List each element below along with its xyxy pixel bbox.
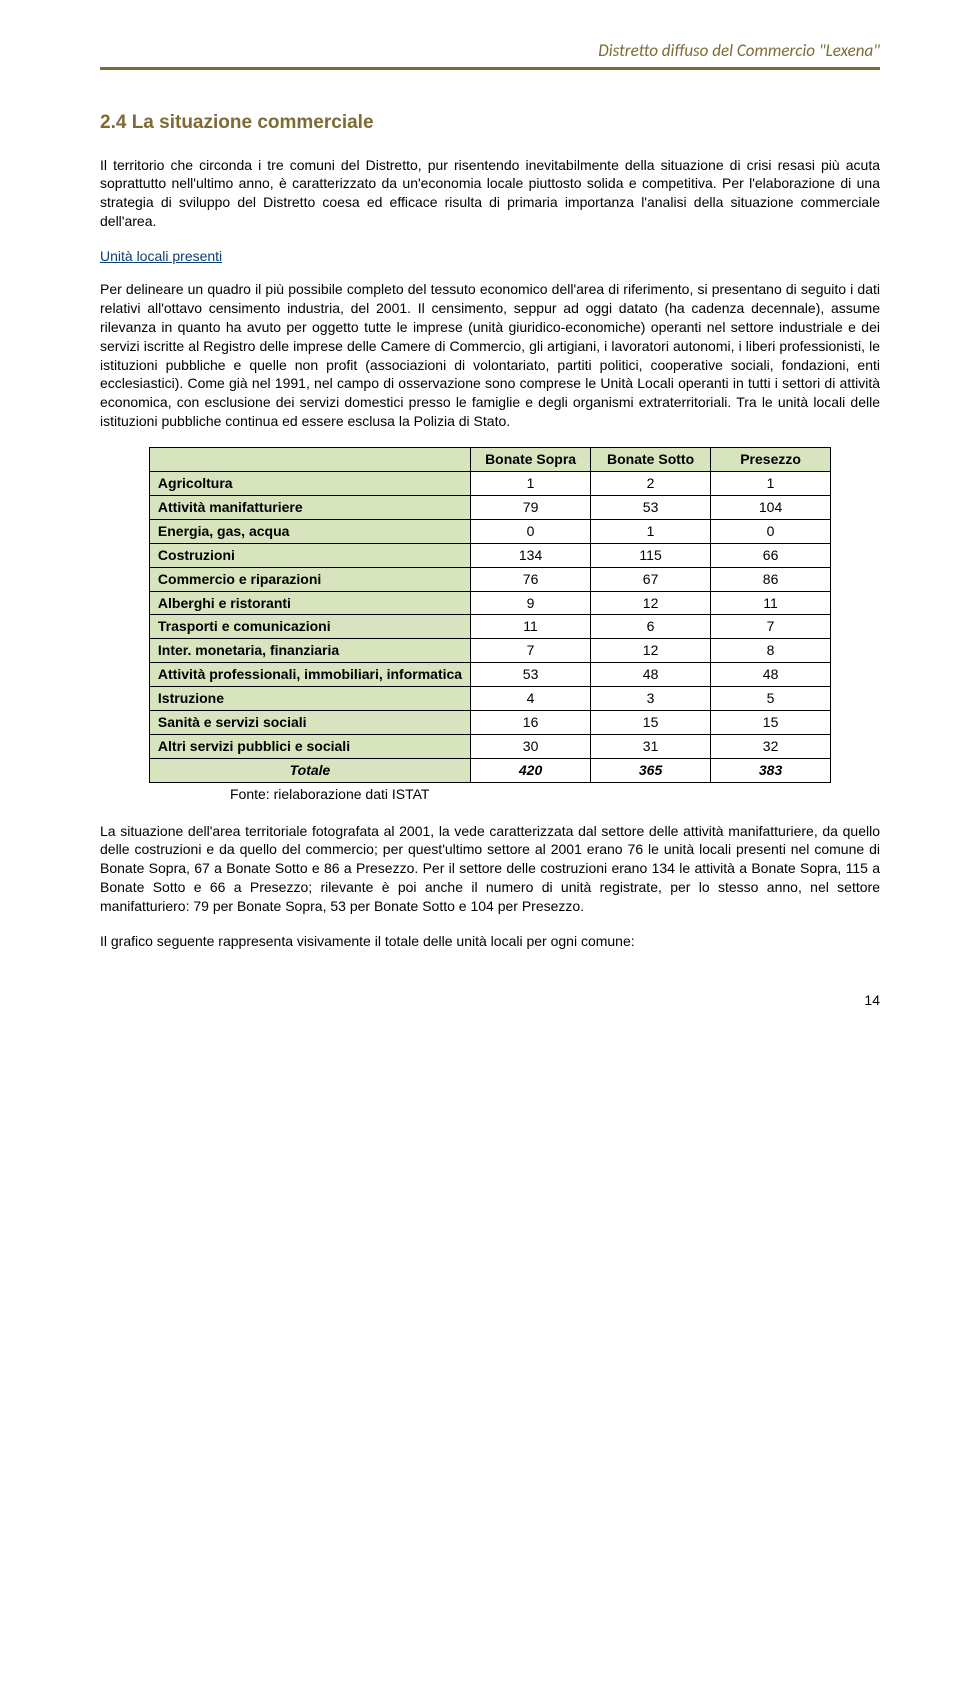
row-label: Inter. monetaria, finanziaria bbox=[149, 639, 470, 663]
cell-value: 0 bbox=[471, 519, 591, 543]
cell-value: 11 bbox=[471, 615, 591, 639]
table-row: Costruzioni13411566 bbox=[149, 543, 830, 567]
row-label: Energia, gas, acqua bbox=[149, 519, 470, 543]
row-label: Sanità e servizi sociali bbox=[149, 710, 470, 734]
cell-value: 66 bbox=[711, 543, 831, 567]
cell-value: 8 bbox=[711, 639, 831, 663]
cell-value: 48 bbox=[591, 663, 711, 687]
cell-value: 76 bbox=[471, 567, 591, 591]
table-source: Fonte: rielaborazione dati ISTAT bbox=[230, 785, 880, 804]
table-header-row: Bonate Sopra Bonate Sotto Presezzo bbox=[149, 448, 830, 472]
section-title: 2.4 La situazione commerciale bbox=[100, 110, 880, 136]
cell-value: 3 bbox=[591, 687, 711, 711]
row-label: Alberghi e ristoranti bbox=[149, 591, 470, 615]
cell-value: 4 bbox=[471, 687, 591, 711]
table-row: Attività manifatturiere7953104 bbox=[149, 495, 830, 519]
running-header: Distretto diffuso del Commercio "Lexena" bbox=[100, 40, 880, 70]
row-label: Attività professionali, immobiliari, inf… bbox=[149, 663, 470, 687]
total-value: 420 bbox=[471, 758, 591, 782]
table-row: Commercio e riparazioni766786 bbox=[149, 567, 830, 591]
cell-value: 7 bbox=[711, 615, 831, 639]
row-label: Agricoltura bbox=[149, 472, 470, 496]
cell-value: 12 bbox=[591, 591, 711, 615]
row-label: Istruzione bbox=[149, 687, 470, 711]
intro-paragraph: Il territorio che circonda i tre comuni … bbox=[100, 156, 880, 232]
cell-value: 7 bbox=[471, 639, 591, 663]
table-blank-cell bbox=[149, 448, 470, 472]
row-label: Attività manifatturiere bbox=[149, 495, 470, 519]
cell-value: 30 bbox=[471, 734, 591, 758]
cell-value: 115 bbox=[591, 543, 711, 567]
cell-value: 2 bbox=[591, 472, 711, 496]
subheading-unita-locali: Unità locali presenti bbox=[100, 247, 880, 266]
table-row: Trasporti e comunicazioni1167 bbox=[149, 615, 830, 639]
table-row: Attività professionali, immobiliari, inf… bbox=[149, 663, 830, 687]
table-row: Inter. monetaria, finanziaria7128 bbox=[149, 639, 830, 663]
cell-value: 32 bbox=[711, 734, 831, 758]
cell-value: 31 bbox=[591, 734, 711, 758]
cell-value: 0 bbox=[711, 519, 831, 543]
cell-value: 134 bbox=[471, 543, 591, 567]
cell-value: 104 bbox=[711, 495, 831, 519]
cell-value: 1 bbox=[471, 472, 591, 496]
cell-value: 53 bbox=[471, 663, 591, 687]
cell-value: 12 bbox=[591, 639, 711, 663]
table-row: Istruzione435 bbox=[149, 687, 830, 711]
cell-value: 11 bbox=[711, 591, 831, 615]
table-row: Energia, gas, acqua010 bbox=[149, 519, 830, 543]
col-bonate-sopra: Bonate Sopra bbox=[471, 448, 591, 472]
cell-value: 67 bbox=[591, 567, 711, 591]
total-label: Totale bbox=[149, 758, 470, 782]
cell-value: 86 bbox=[711, 567, 831, 591]
total-value: 383 bbox=[711, 758, 831, 782]
cell-value: 9 bbox=[471, 591, 591, 615]
table-row: Altri servizi pubblici e sociali303132 bbox=[149, 734, 830, 758]
header-title: Distretto diffuso del Commercio "Lexena" bbox=[598, 40, 880, 61]
table-total-row: Totale420365383 bbox=[149, 758, 830, 782]
row-label: Altri servizi pubblici e sociali bbox=[149, 734, 470, 758]
cell-value: 48 bbox=[711, 663, 831, 687]
row-label: Costruzioni bbox=[149, 543, 470, 567]
cell-value: 1 bbox=[711, 472, 831, 496]
unita-locali-table: Bonate Sopra Bonate Sotto Presezzo Agric… bbox=[149, 447, 831, 782]
col-presezzo: Presezzo bbox=[711, 448, 831, 472]
cell-value: 6 bbox=[591, 615, 711, 639]
cell-value: 5 bbox=[711, 687, 831, 711]
table-row: Sanità e servizi sociali161515 bbox=[149, 710, 830, 734]
table-row: Alberghi e ristoranti91211 bbox=[149, 591, 830, 615]
total-value: 365 bbox=[591, 758, 711, 782]
paragraph-2: Per delineare un quadro il più possibile… bbox=[100, 280, 880, 431]
table-row: Agricoltura121 bbox=[149, 472, 830, 496]
cell-value: 15 bbox=[591, 710, 711, 734]
cell-value: 53 bbox=[591, 495, 711, 519]
page-number: 14 bbox=[100, 991, 880, 1010]
cell-value: 79 bbox=[471, 495, 591, 519]
cell-value: 16 bbox=[471, 710, 591, 734]
col-bonate-sotto: Bonate Sotto bbox=[591, 448, 711, 472]
paragraph-4: Il grafico seguente rappresenta visivame… bbox=[100, 932, 880, 951]
row-label: Trasporti e comunicazioni bbox=[149, 615, 470, 639]
paragraph-3: La situazione dell'area territoriale fot… bbox=[100, 822, 880, 916]
cell-value: 1 bbox=[591, 519, 711, 543]
cell-value: 15 bbox=[711, 710, 831, 734]
row-label: Commercio e riparazioni bbox=[149, 567, 470, 591]
